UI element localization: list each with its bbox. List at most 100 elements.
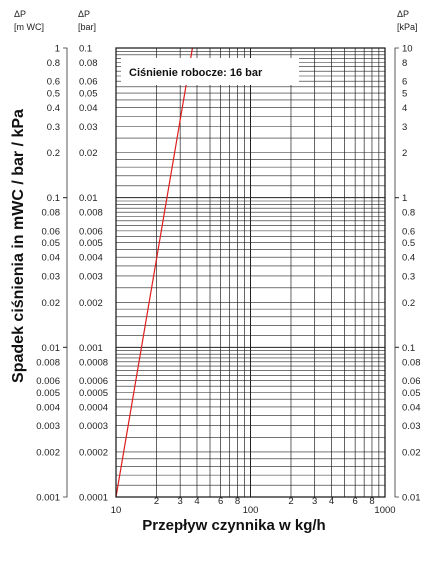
- y-tick-bar: 0.003: [79, 271, 103, 282]
- y-tick-bar: 0.001: [79, 343, 103, 354]
- y-tick-mwc: 0.005: [36, 388, 60, 399]
- y-tick-mwc: 0.002: [36, 447, 60, 458]
- x-axis-label: Przepływ czynnika w kg/h: [142, 517, 325, 534]
- y-tick-bar: 0.0002: [79, 447, 108, 458]
- x-tick-label: 8: [369, 496, 374, 507]
- y-tick-mwc: 0.03: [42, 271, 61, 282]
- y-tick-mwc: 0.5: [47, 89, 60, 100]
- y-tick-mwc: 0.05: [42, 238, 61, 249]
- y-axis-headers: ΔP [m WC] ΔP [bar] ΔP [kPa]: [14, 9, 418, 32]
- y-header-bar-unit: [bar]: [78, 22, 96, 32]
- x-tick-label: 6: [353, 496, 358, 507]
- annotation-text: Ciśnienie robocze: 16 bar: [129, 67, 263, 79]
- y-tick-bar: 0.0004: [79, 402, 108, 413]
- y-tick-kpa: 3: [402, 122, 407, 133]
- y-tick-kpa: 10: [402, 44, 413, 55]
- y-tick-mwc: 0.2: [47, 148, 60, 159]
- y-tick-kpa: 0.04: [402, 402, 421, 413]
- y-header-kpa-symbol: ΔP: [397, 9, 409, 19]
- y-tick-kpa: 4: [402, 103, 407, 114]
- annotation-background: [121, 58, 299, 85]
- y-tick-bar: 0.0006: [79, 376, 108, 387]
- y-tick-bar: 0.0005: [79, 388, 108, 399]
- y-axis-label: Spadek ciśnienia in mWC / bar / kPa: [10, 109, 27, 383]
- y-tick-mwc: 0.3: [47, 122, 60, 133]
- y-tick-bar: 0.02: [79, 148, 98, 159]
- y-tick-mwc: 0.001: [36, 493, 60, 504]
- x-tick-label: 3: [178, 496, 183, 507]
- y-tick-kpa: 0.03: [402, 421, 421, 432]
- y-tick-kpa: 6: [402, 77, 407, 88]
- y-tick-bar: 0.008: [79, 208, 103, 219]
- y-tick-mwc: 0.08: [42, 208, 61, 219]
- y-bracket-left: [63, 346, 68, 498]
- y-tick-mwc: 0.02: [42, 298, 61, 309]
- y-tick-mwc: 0.1: [47, 193, 60, 204]
- y-tick-bar: 0.04: [79, 103, 98, 114]
- y-header-bar-symbol: ΔP: [78, 9, 90, 19]
- y-tick-mwc: 1: [55, 44, 60, 55]
- y-tick-kpa: 0.8: [402, 208, 415, 219]
- y-header-mwc-symbol: ΔP: [14, 9, 26, 19]
- x-tick-label: 3: [312, 496, 317, 507]
- x-tick-label: 4: [194, 496, 199, 507]
- y-tick-kpa: 0.2: [402, 298, 415, 309]
- y-tick-bar: 0.004: [79, 253, 103, 264]
- y-tick-mwc: 0.008: [36, 357, 60, 368]
- y-bracket-right: [394, 197, 399, 348]
- series-line: [115, 47, 194, 498]
- plot-border: [115, 47, 386, 498]
- y-bracket-left: [63, 197, 68, 348]
- y-tick-mwc: 0.003: [36, 421, 60, 432]
- y-tick-bar: 0.006: [79, 226, 103, 237]
- y-tick-bar: 0.0003: [79, 421, 108, 432]
- y-tick-kpa: 5: [402, 89, 407, 100]
- y-header-mwc-unit: [m WC]: [14, 22, 44, 32]
- y-tick-kpa: 0.6: [402, 226, 415, 237]
- y-tick-kpa: 0.02: [402, 447, 421, 458]
- chart-series: [115, 47, 194, 498]
- y-tick-bar: 0.05: [79, 89, 98, 100]
- x-tick-label: 10: [111, 505, 122, 516]
- y-tick-kpa: 1: [402, 193, 407, 204]
- y-tick-bar: 0.1: [79, 44, 92, 55]
- x-tick-label: 2: [288, 496, 293, 507]
- y-tick-kpa: 0.06: [402, 376, 421, 387]
- y-tick-mwc: 0.4: [47, 103, 60, 114]
- y-tick-kpa: 0.5: [402, 238, 415, 249]
- y-tick-bar: 0.03: [79, 122, 98, 133]
- y-axis-ticks: 1 0.1 10 0.8 0.08 8 0.6 0.06 6 0.5 0.05 5 0.4 0.04 4 0.…: [36, 44, 420, 504]
- y-tick-bar: 0.0001: [79, 493, 108, 504]
- x-tick-label: 6: [218, 496, 223, 507]
- chart-grid: [115, 48, 385, 498]
- y-tick-kpa: 8: [402, 58, 407, 69]
- y-tick-bar: 0.01: [79, 193, 98, 204]
- y-tick-kpa: 0.3: [402, 271, 415, 282]
- plot-frame: [115, 47, 386, 498]
- annotation-box: Ciśnienie robocze: 16 bar: [121, 58, 299, 85]
- y-tick-mwc: 0.006: [36, 376, 60, 387]
- y-tick-mwc: 0.6: [47, 77, 60, 88]
- y-tick-bar: 0.06: [79, 77, 98, 88]
- y-tick-bar: 0.0008: [79, 357, 108, 368]
- y-tick-kpa: 0.08: [402, 357, 421, 368]
- y-tick-kpa: 0.1: [402, 343, 415, 354]
- x-tick-label: 2: [154, 496, 159, 507]
- y-tick-kpa: 2: [402, 148, 407, 159]
- y-tick-mwc: 0.01: [42, 343, 61, 354]
- y-bracket-right: [394, 346, 399, 498]
- y-tick-kpa: 0.05: [402, 388, 421, 399]
- y-tick-kpa: 0.4: [402, 253, 415, 264]
- y-tick-bar: 0.005: [79, 238, 103, 249]
- x-tick-label: 1000: [374, 505, 395, 516]
- x-tick-label: 4: [329, 496, 334, 507]
- y-bracket-right: [394, 47, 399, 199]
- y-tick-kpa: 0.01: [402, 493, 421, 504]
- y-tick-bar: 0.002: [79, 298, 103, 309]
- y-tick-mwc: 0.04: [42, 253, 61, 264]
- y-header-kpa-unit: [kPa]: [397, 22, 418, 32]
- x-tick-label: 8: [235, 496, 240, 507]
- x-tick-label: 100: [243, 505, 259, 516]
- y-bracket-left: [63, 47, 68, 199]
